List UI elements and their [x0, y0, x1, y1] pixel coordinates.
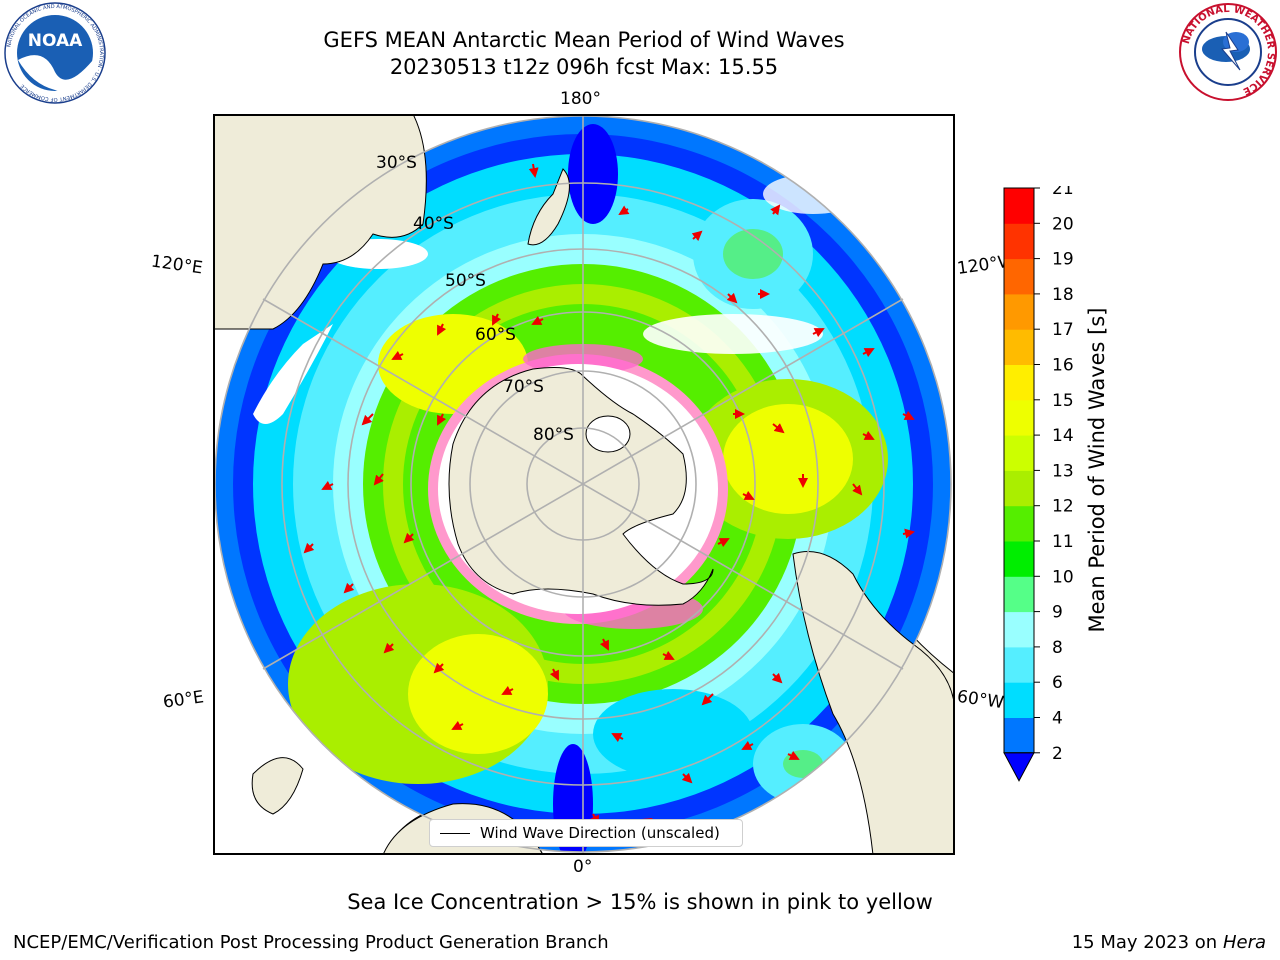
colorbar-label: Mean Period of Wind Waves [s]: [1085, 307, 1109, 633]
lon-label-60w: 60°W: [955, 686, 1006, 714]
colorbar-tick-label: 20: [1052, 214, 1074, 234]
colorbar-segment: [1004, 541, 1034, 577]
map-title: GEFS MEAN Antarctic Mean Period of Wind …: [323, 28, 845, 52]
colorbar-tick-label: 21: [1052, 186, 1074, 199]
colorbar-segment: [1004, 470, 1034, 507]
map-canvas: 30°S 40°S 50°S 60°S 70°S 80°S: [215, 116, 953, 853]
sea-ice-caption: Sea Ice Concentration > 15% is shown in …: [347, 890, 933, 914]
colorbar-extend-triangle: [1003, 752, 1035, 782]
footer-host: Hera: [1222, 932, 1266, 953]
footer-date: 15 May 2023 on Hera: [1072, 932, 1266, 953]
colorbar-segment: [1004, 329, 1034, 365]
noaa-logo-text: NOAA: [28, 31, 83, 51]
lat-label-70: 70°S: [503, 377, 544, 397]
new-zealand-landmass: [527, 168, 570, 246]
colorbar-tick-label: 16: [1052, 356, 1074, 376]
colorbar-tick-label: 18: [1052, 285, 1074, 305]
colorbar-segment: [1004, 505, 1034, 542]
madagascar-landmass: [251, 757, 304, 815]
colorbar-segment: [1004, 258, 1034, 295]
colorbar-tick-label: 9: [1052, 603, 1063, 623]
lat-label-80: 80°S: [533, 425, 574, 445]
footer-credit: NCEP/EMC/Verification Post Processing Pr…: [13, 932, 609, 953]
colorbar-tick-label: 17: [1052, 320, 1074, 340]
lon-label-60e: 60°E: [161, 687, 206, 713]
colorbar: 2 4 6 8 9 10 11 12 13 14 15 16 17 18 19 20 21: [1003, 186, 1074, 782]
lat-label-40: 40°S: [413, 214, 454, 234]
map-panel[interactable]: 30°S 40°S 50°S 60°S 70°S 80°S: [213, 114, 955, 855]
colorbar-segment: [1004, 223, 1034, 260]
lon-label-0: 0°: [573, 857, 593, 877]
colorbar-tick-label: 4: [1052, 709, 1063, 729]
legend-label: Wind Wave Direction (unscaled): [480, 824, 720, 842]
colorbar-segment: [1004, 682, 1034, 718]
colorbar-segment: [1004, 576, 1034, 613]
footer-date-text: 15 May 2023 on: [1071, 932, 1218, 953]
lat-label-30: 30°S: [376, 153, 417, 173]
colorbar-segment: [1004, 364, 1034, 401]
colorbar-tick-label: 10: [1052, 567, 1074, 587]
graticule: [215, 116, 952, 853]
colorbar-segment: [1004, 293, 1034, 330]
colorbar-tick-label: 6: [1052, 673, 1063, 693]
colorbar-segment: [1004, 188, 1034, 224]
south-america-coast: [792, 551, 953, 853]
colorbar-tick-label: 8: [1052, 638, 1063, 658]
colorbar-segment: [1004, 646, 1034, 683]
colorbar-segment: [1004, 435, 1034, 471]
noaa-logo: NOAA NATIONAL OCEANIC AND ATMOSPHERIC AD…: [4, 2, 106, 104]
colorbar-tick-label: 11: [1052, 532, 1074, 552]
colorbar-tick-label: 19: [1052, 250, 1074, 270]
latitude-labels: 30°S 40°S 50°S 60°S 70°S 80°S: [376, 153, 574, 445]
colorbar-segment: [1004, 611, 1034, 648]
australia-coast: [215, 116, 427, 330]
lon-label-180: 180°: [560, 89, 601, 109]
lon-label-120e: 120°E: [149, 251, 204, 279]
colorbar-tick-label: 13: [1052, 461, 1074, 481]
colorbar-tick-label: 12: [1052, 497, 1074, 517]
colorbar-tick-label: 2: [1052, 744, 1063, 764]
colorbar-tick-label: 14: [1052, 426, 1074, 446]
map-subtitle: 20230513 t12z 096h fcst Max: 15.55: [389, 55, 779, 79]
colorbar-segment: [1004, 717, 1034, 754]
colorbar-segment: [1004, 399, 1034, 436]
legend-line-sample: [440, 833, 470, 834]
map-legend: Wind Wave Direction (unscaled): [429, 819, 743, 847]
lat-label-60: 60°S: [475, 325, 516, 345]
lat-label-50: 50°S: [445, 271, 486, 291]
colorbar-tick-label: 15: [1052, 391, 1074, 411]
nws-logo: NATIONAL WEATHER SERVICE: [1179, 3, 1277, 101]
